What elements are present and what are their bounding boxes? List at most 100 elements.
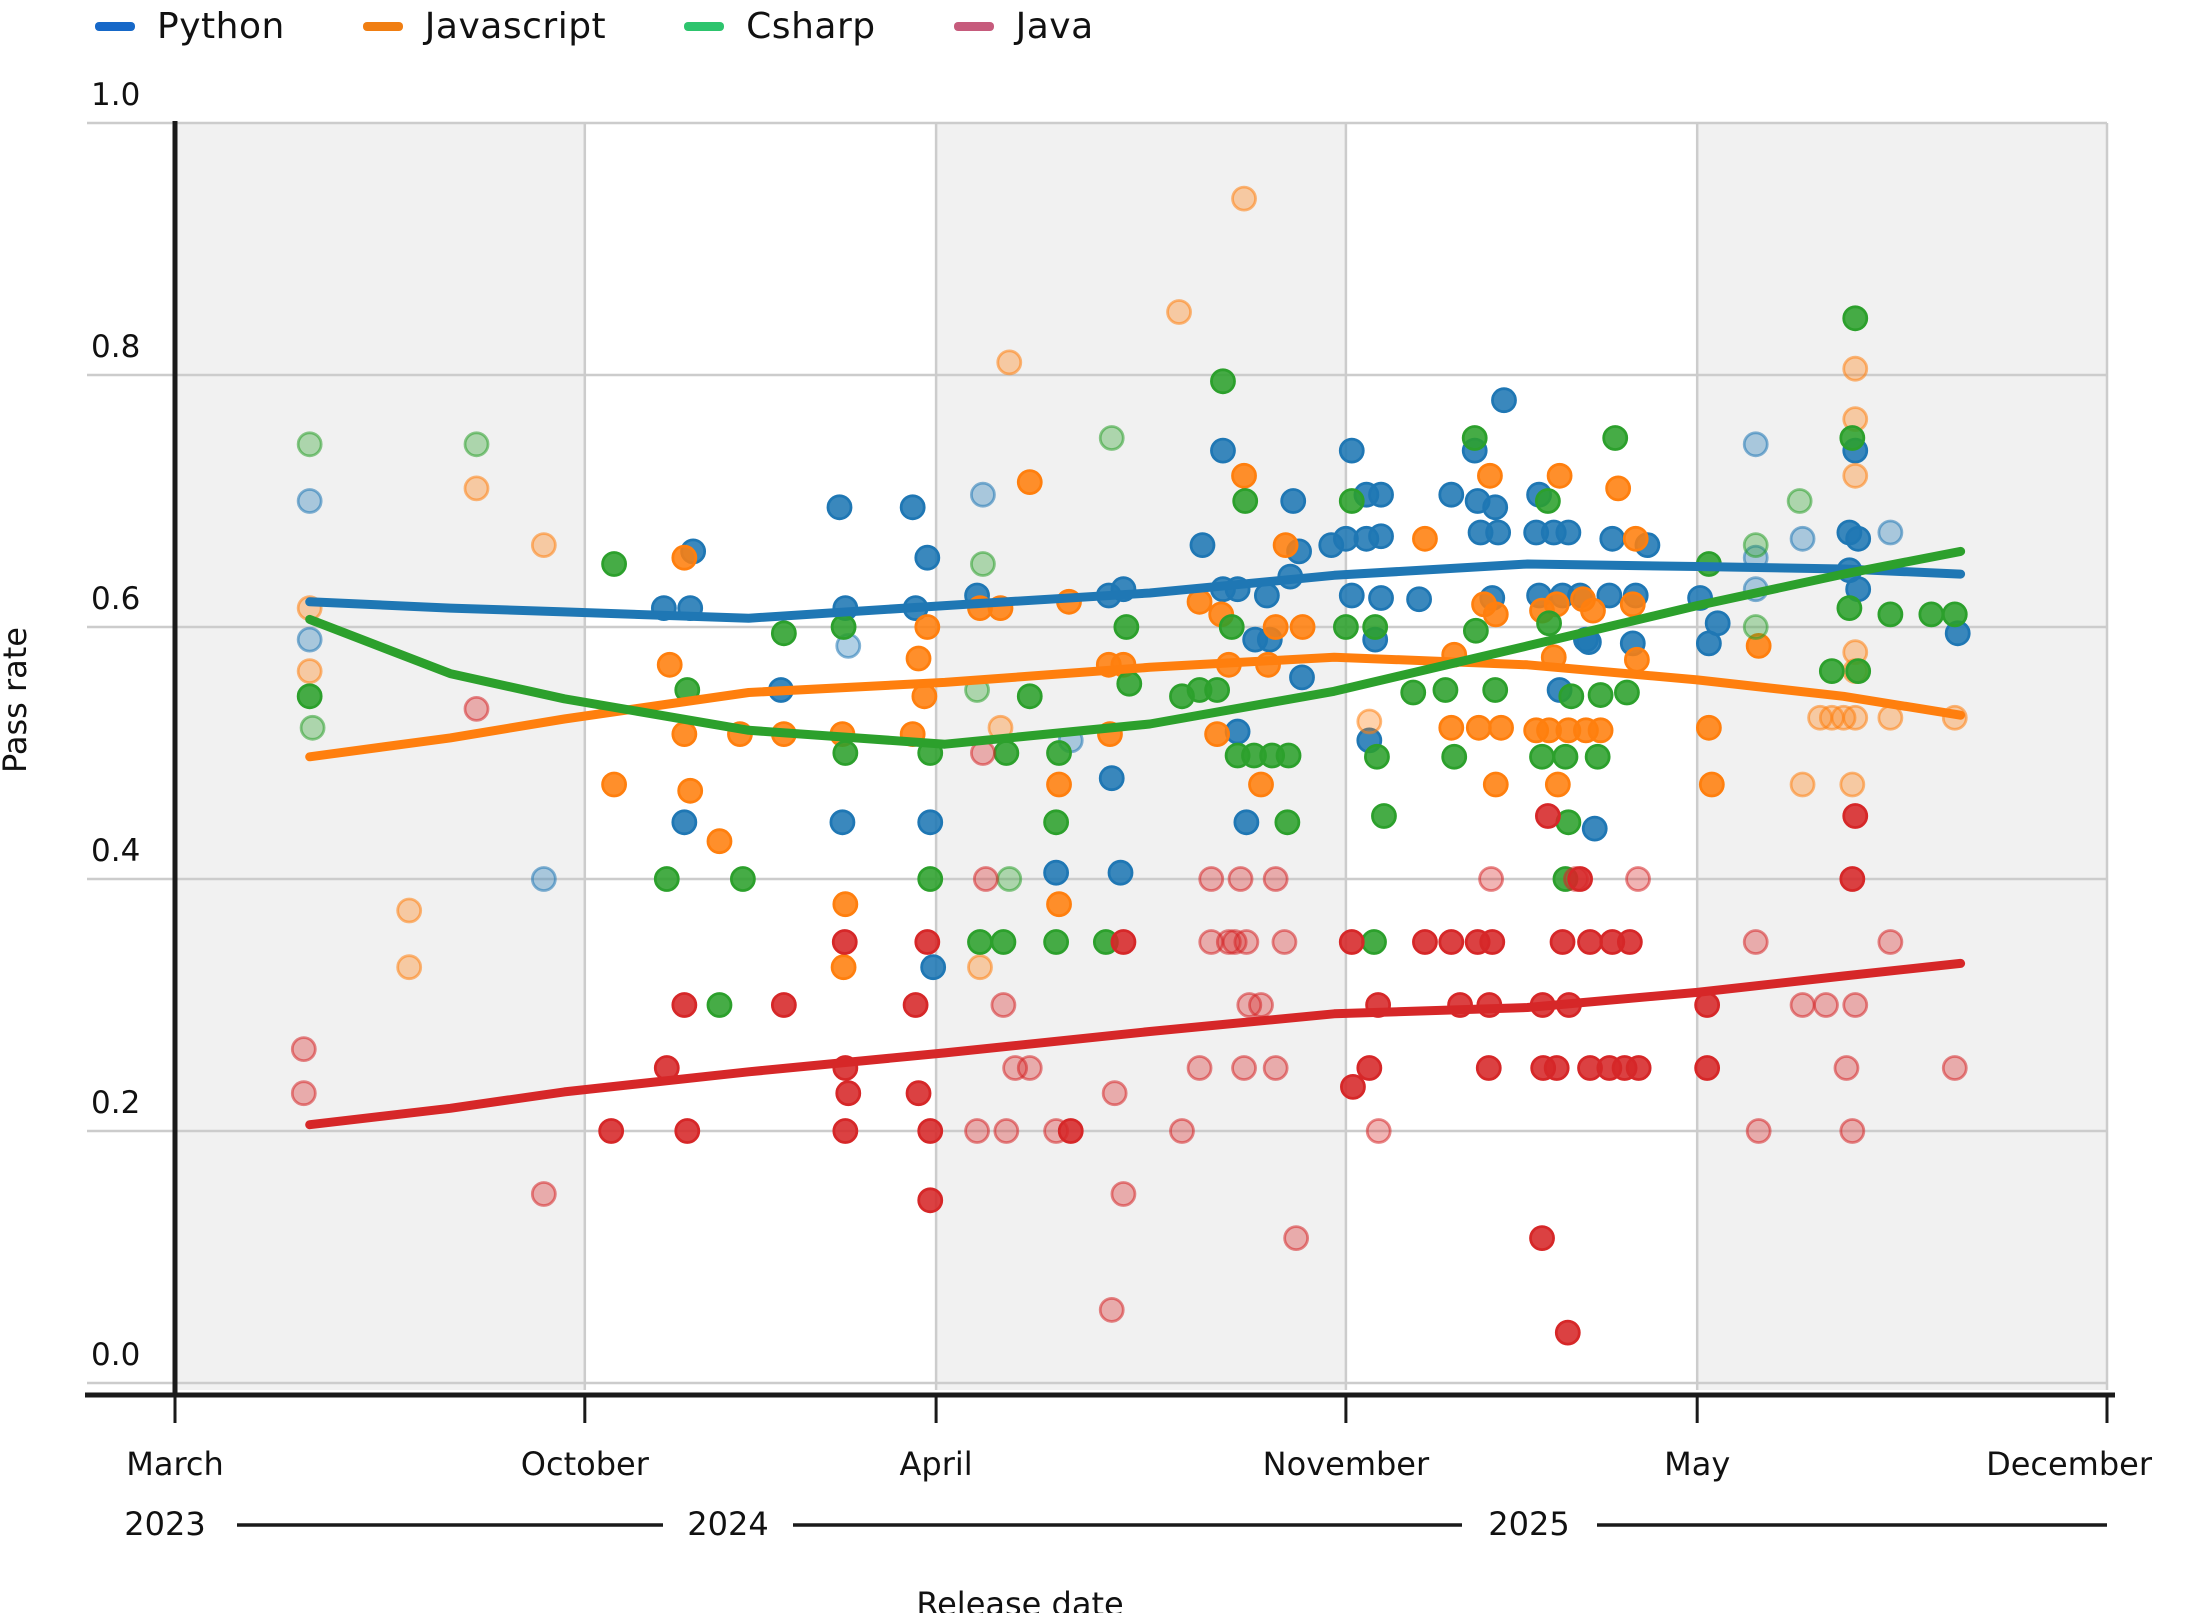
data-point	[770, 992, 797, 1018]
data-point	[1043, 929, 1070, 955]
data-point	[1116, 670, 1143, 697]
data-point	[1371, 803, 1397, 829]
data-point	[1839, 866, 1866, 892]
data-point	[1283, 1225, 1310, 1251]
data-point	[1368, 523, 1394, 550]
data-point	[530, 532, 557, 558]
data-point	[1262, 614, 1289, 640]
data-point	[601, 771, 627, 798]
data-point	[1189, 532, 1216, 558]
data-point	[296, 488, 323, 514]
data-point	[1169, 1118, 1195, 1144]
trend-line-csharp	[305, 546, 1966, 749]
data-point	[1619, 591, 1646, 618]
data-point	[1599, 525, 1626, 552]
data-point	[990, 992, 1017, 1018]
data-point	[1098, 425, 1125, 451]
year-label: 2025	[1488, 1505, 1569, 1543]
data-point	[1338, 437, 1365, 464]
data-point	[990, 929, 1017, 955]
data-point	[830, 614, 857, 640]
data-point	[530, 1181, 557, 1207]
data-point	[1248, 771, 1274, 798]
data-point	[1789, 525, 1816, 552]
data-point	[671, 992, 698, 1018]
data-point	[1546, 462, 1573, 489]
data-point	[1842, 305, 1869, 332]
data-point	[1558, 683, 1585, 710]
data-point	[296, 683, 323, 710]
data-point	[296, 431, 323, 458]
data-point	[1477, 462, 1503, 489]
data-point	[396, 954, 423, 981]
data-point	[1745, 1118, 1772, 1144]
data-point	[770, 620, 797, 647]
data-point	[826, 494, 853, 521]
legend-swatch-icon	[684, 22, 725, 31]
data-point	[1441, 743, 1468, 770]
data-point	[1210, 437, 1236, 464]
data-point	[1694, 992, 1721, 1018]
data-point	[1340, 1074, 1366, 1100]
data-point	[1186, 588, 1213, 615]
data-point	[993, 740, 1020, 766]
data-point	[1482, 771, 1509, 798]
x-tick-label: October	[521, 1445, 650, 1483]
data-point	[1836, 595, 1863, 621]
data-point	[1432, 677, 1459, 703]
data-point	[1587, 682, 1614, 708]
data-point	[1233, 929, 1260, 955]
data-point	[1232, 488, 1259, 514]
background-band	[175, 123, 585, 1390]
year-label: 2024	[687, 1505, 768, 1543]
data-point	[1272, 532, 1299, 558]
data-point	[1842, 803, 1869, 829]
x-tick-label: March	[126, 1445, 224, 1483]
data-point	[1842, 992, 1869, 1018]
data-point	[899, 494, 926, 521]
legend-item-csharp[interactable]: Csharp	[684, 6, 875, 47]
data-point	[996, 866, 1023, 892]
data-point	[1215, 929, 1242, 955]
data-point	[1555, 519, 1582, 546]
data-point	[290, 1036, 317, 1062]
data-point	[1210, 368, 1236, 395]
data-point	[1544, 771, 1571, 798]
data-point	[1479, 929, 1506, 955]
data-point	[914, 614, 941, 640]
data-point	[671, 544, 698, 571]
trend-line-java	[305, 958, 1966, 1130]
data-point	[1016, 1055, 1043, 1081]
data-point	[706, 992, 733, 1018]
legend-item-java[interactable]: Java	[953, 6, 1094, 47]
data-point	[970, 551, 996, 577]
x-tick-label: April	[900, 1445, 973, 1483]
legend-label: Javascript	[424, 6, 607, 47]
series-points-csharp	[296, 305, 1968, 1018]
data-point	[296, 658, 323, 684]
data-point	[1046, 740, 1072, 766]
data-point	[1580, 597, 1606, 624]
data-point	[1107, 859, 1134, 886]
data-point	[993, 1118, 1020, 1144]
x-tick-label: November	[1263, 1445, 1430, 1483]
data-point	[463, 696, 490, 722]
data-point	[396, 897, 423, 924]
data-point	[463, 431, 490, 458]
data-point	[1789, 992, 1816, 1018]
data-point	[1338, 582, 1365, 609]
data-point	[832, 1118, 859, 1144]
data-point	[905, 645, 932, 672]
data-point	[831, 929, 858, 955]
legend-item-javascript[interactable]: Javascript	[362, 6, 607, 47]
data-point	[1554, 1319, 1581, 1346]
data-point	[1289, 664, 1315, 691]
data-point	[1698, 771, 1725, 798]
data-point	[1877, 601, 1904, 628]
data-point	[1253, 582, 1280, 609]
data-point	[1231, 1055, 1257, 1081]
legend-swatch-icon	[362, 22, 403, 31]
legend-item-python[interactable]: Python	[95, 6, 285, 47]
data-point	[1204, 721, 1231, 747]
